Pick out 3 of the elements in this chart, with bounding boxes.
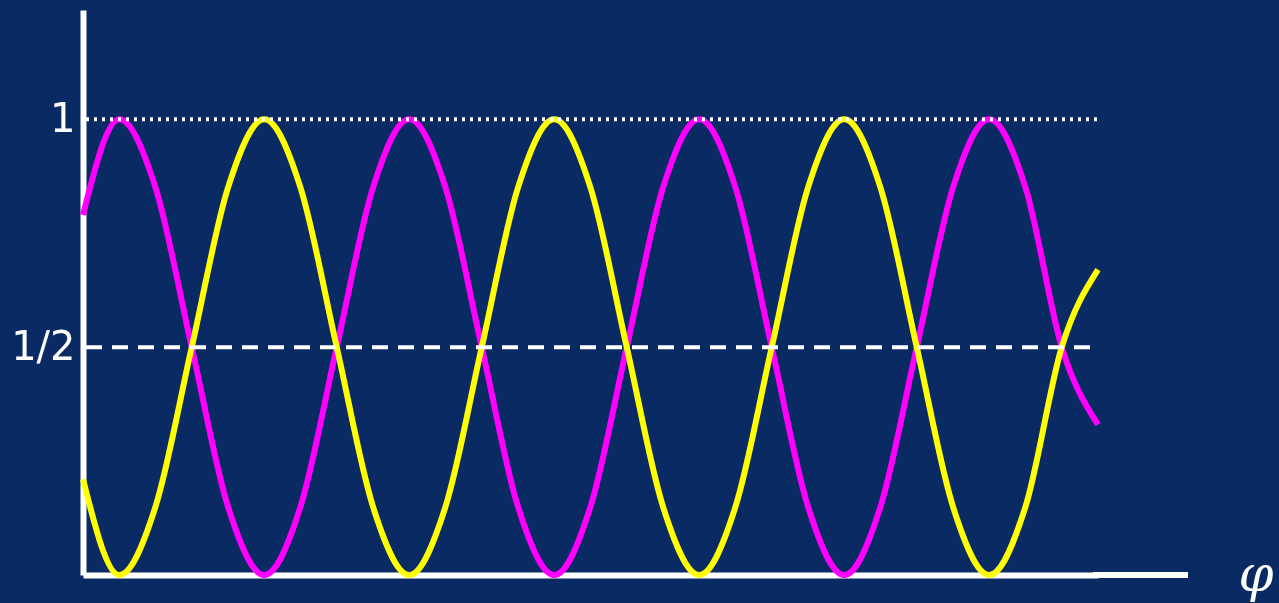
y-tick-label: 1/2 <box>11 322 76 369</box>
x-axis-title: φ <box>1238 544 1274 603</box>
y-tick-label: 1 <box>50 94 76 141</box>
